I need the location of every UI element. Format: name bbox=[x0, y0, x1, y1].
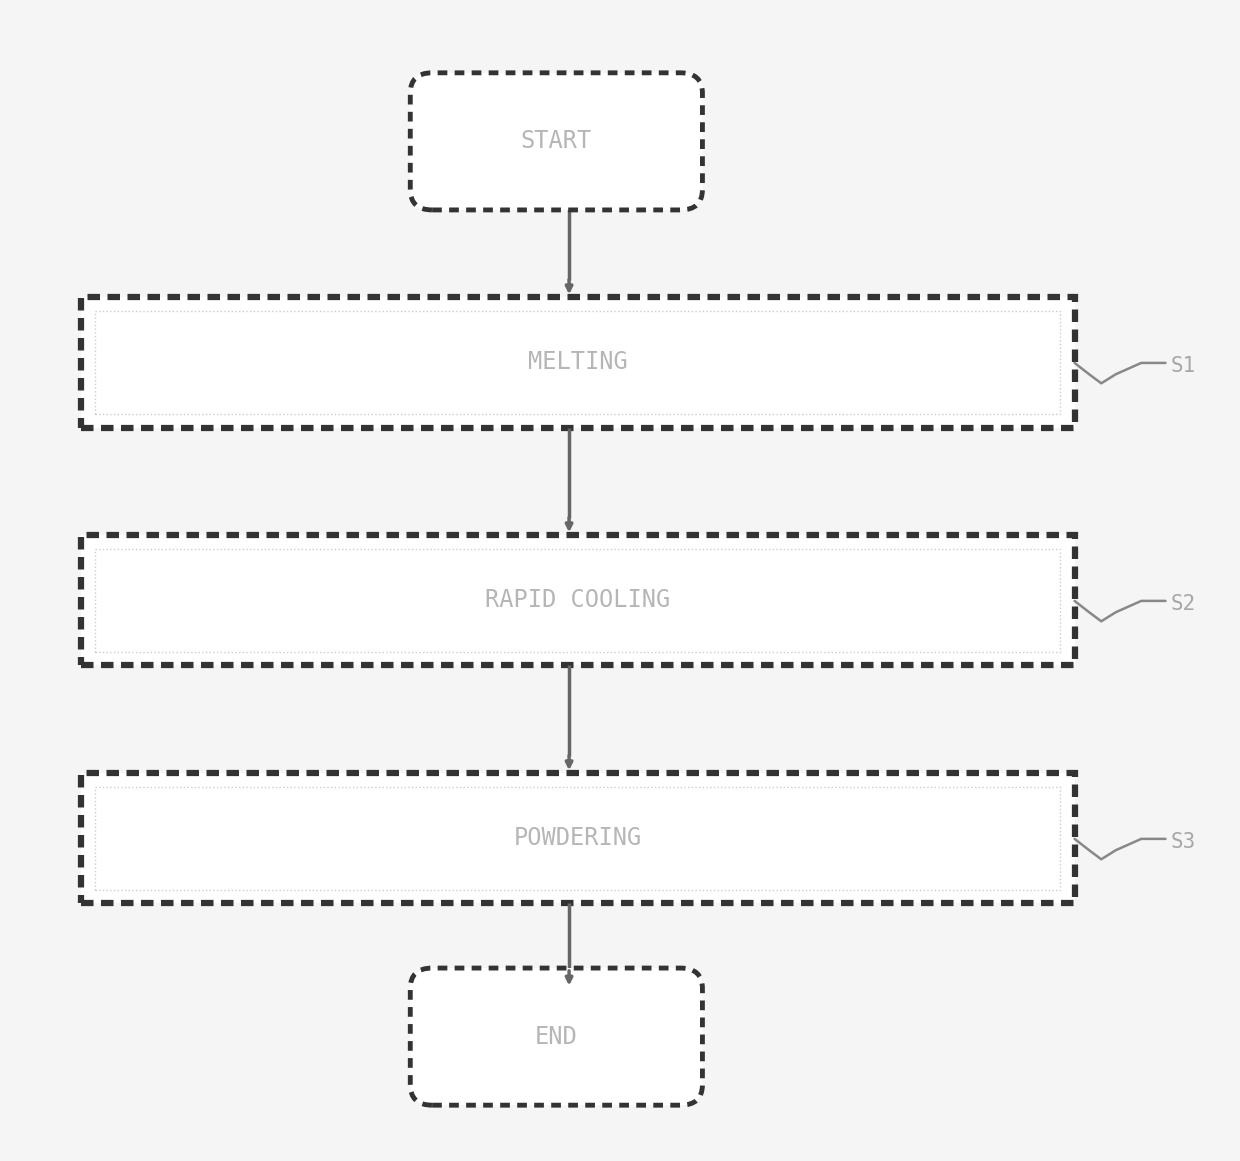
Text: START: START bbox=[521, 129, 591, 153]
Text: END: END bbox=[534, 1025, 578, 1048]
Text: S2: S2 bbox=[1171, 594, 1195, 614]
FancyBboxPatch shape bbox=[410, 73, 702, 210]
Bar bbox=[95, 311, 1060, 414]
Text: MELTING: MELTING bbox=[528, 351, 627, 374]
Bar bbox=[95, 787, 1060, 889]
Text: POWDERING: POWDERING bbox=[513, 827, 641, 850]
Bar bbox=[81, 773, 1075, 903]
Text: S3: S3 bbox=[1171, 832, 1195, 852]
Bar bbox=[95, 549, 1060, 651]
Bar bbox=[81, 297, 1075, 427]
Bar bbox=[81, 535, 1075, 665]
Text: RAPID COOLING: RAPID COOLING bbox=[485, 589, 670, 612]
FancyBboxPatch shape bbox=[410, 968, 702, 1105]
Text: S1: S1 bbox=[1171, 356, 1195, 376]
